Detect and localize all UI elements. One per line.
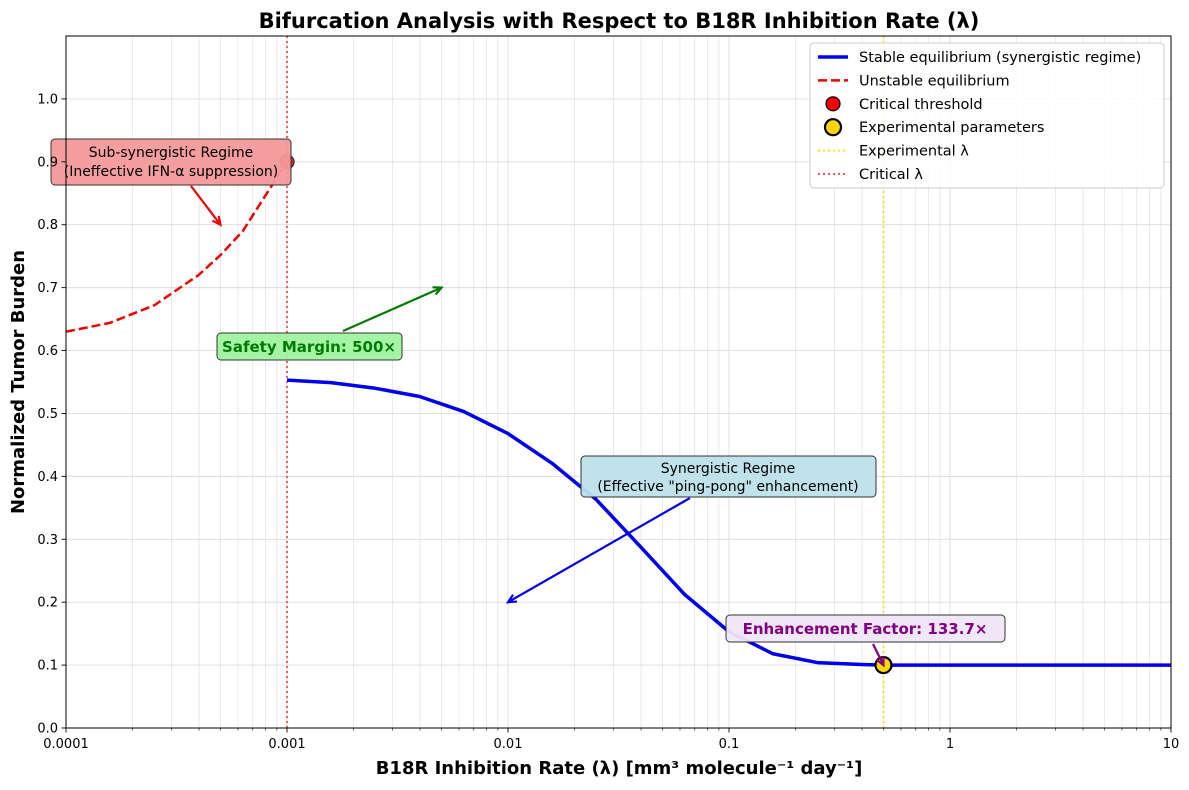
x-tick-label: 0.001 <box>268 737 305 752</box>
annotation-box <box>580 455 877 498</box>
legend-marker <box>823 118 843 137</box>
legend-label: Experimental λ <box>859 144 969 160</box>
y-tick-label: 0.7 <box>37 281 58 296</box>
arrowhead <box>432 286 444 296</box>
annotation-text: Enhancement Factor: 133.7× <box>743 620 988 638</box>
y-tick-label: 0.5 <box>37 407 58 422</box>
y-tick-label: 0.0 <box>37 722 58 737</box>
y-axis-label: Normalized Tumor Burden <box>8 250 29 514</box>
x-axis-label: B18R Inhibition Rate (λ) [mm³ molecule⁻¹… <box>376 758 863 779</box>
x-tick-label: 0.1 <box>719 737 740 752</box>
arrowhead <box>211 215 223 227</box>
x-tick-label: 0.01 <box>494 737 523 752</box>
legend-label: Critical λ <box>859 167 923 183</box>
annotation-text: Sub-synergistic Regime <box>89 145 254 161</box>
arrowhead <box>875 656 885 668</box>
annotation-box <box>725 614 1006 643</box>
annotation-box <box>50 138 292 186</box>
point-markers <box>279 154 893 675</box>
annotation-box <box>216 332 403 361</box>
legend-marker <box>825 96 841 112</box>
legend-box <box>809 42 1165 189</box>
plot-frame <box>65 35 1172 729</box>
x-tick-label: 0.0001 <box>43 737 89 752</box>
annotation-arrow <box>342 286 442 333</box>
y-tick-label: 1.0 <box>37 92 58 107</box>
y-tick-label: 0.9 <box>37 155 58 170</box>
y-tick-label: 0.8 <box>37 218 58 233</box>
y-axis-ticks: 0.0 0.1 0.2 0.3 0.4 0.5 0.6 0.7 0.8 0.9 1.0 <box>37 92 66 737</box>
y-tick-label: 0.6 <box>37 344 58 359</box>
chart-title: Bifurcation Analysis with Respect to B18… <box>259 9 980 33</box>
x-tick-label: 1 <box>946 737 954 752</box>
annotation-arrow <box>507 497 691 604</box>
series-lines <box>65 161 1171 667</box>
annotation-text: Synergistic Regime <box>661 461 796 477</box>
annotation-arrow <box>190 185 222 226</box>
stable-equilibrium-line <box>286 378 1171 667</box>
legend-label: Critical threshold <box>859 97 983 113</box>
y-tick-label: 0.3 <box>37 533 58 548</box>
unstable-equilibrium-line <box>65 161 289 333</box>
y-tick-label: 0.2 <box>37 596 58 611</box>
legend-label: Unstable equilibrium <box>859 73 1010 89</box>
y-tick-label: 0.4 <box>37 470 58 485</box>
annotation-text: Safety Margin: 500× <box>222 338 396 356</box>
legend: Stable equilibrium (synergistic regime) U… <box>809 42 1165 189</box>
arrowhead <box>505 594 518 604</box>
annotation-text: (Ineffective IFN-α suppression) <box>64 164 279 180</box>
annotation-arrow <box>872 643 885 666</box>
x-tick-label: 10 <box>1163 737 1180 752</box>
annotation-text: (Effective "ping-pong" enhancement) <box>597 479 858 495</box>
x-axis-ticks: 0.0001 0.001 0.01 0.1 1 10 <box>43 728 1179 752</box>
annotations: Sub-synergistic Regime (Ineffective IFN-α… <box>50 138 1006 668</box>
legend-label: Stable equilibrium (synergistic regime) <box>859 50 1141 66</box>
y-tick-label: 0.1 <box>37 659 58 674</box>
legend-label: Experimental parameters <box>859 120 1044 136</box>
